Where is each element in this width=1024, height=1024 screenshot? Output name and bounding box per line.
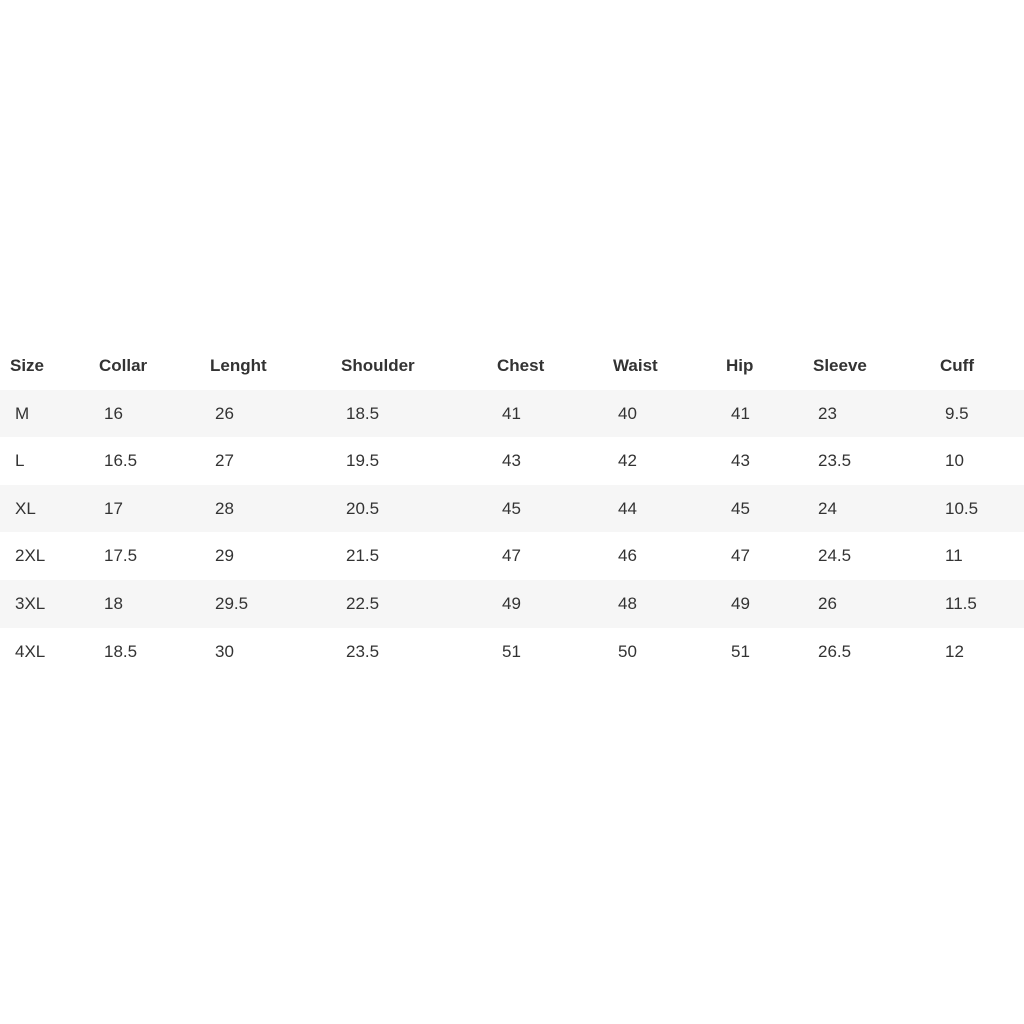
table-row: 4XL 18.5 30 23.5 51 50 51 26.5 12 bbox=[0, 628, 1024, 676]
cell-sleeve: 24.5 bbox=[818, 546, 852, 566]
cell-waist: 46 bbox=[618, 546, 637, 566]
table-header: Size Collar Lenght Shoulder Chest Waist Hip Sle… bbox=[0, 342, 1024, 390]
cell-cuff: 11 bbox=[945, 546, 963, 566]
cell-shoulder: 18.5 bbox=[346, 403, 380, 423]
cell-hip: 51 bbox=[731, 641, 750, 661]
cell-size: 4XL bbox=[15, 641, 46, 661]
header-chest: Chest bbox=[497, 356, 545, 375]
cell-shoulder: 23.5 bbox=[346, 641, 380, 661]
cell-chest: 49 bbox=[502, 593, 521, 613]
cell-hip: 43 bbox=[731, 451, 750, 471]
cell-cuff: 12 bbox=[945, 641, 964, 661]
cell-collar: 17.5 bbox=[104, 546, 138, 566]
header-size: Size bbox=[10, 356, 45, 375]
cell-chest: 51 bbox=[502, 641, 521, 661]
cell-sleeve: 26.5 bbox=[818, 641, 852, 661]
cell-cuff: 11.5 bbox=[945, 593, 977, 613]
cell-collar: 18.5 bbox=[104, 641, 138, 661]
cell-sleeve: 23 bbox=[818, 403, 837, 423]
table-row: M 16 26 18.5 41 40 41 23 9.5 bbox=[0, 389, 1024, 438]
table-row: 3XL 18 29.5 22.5 49 48 49 26 11.5 bbox=[0, 579, 1024, 628]
header-hip: Hip bbox=[726, 356, 754, 375]
cell-sleeve: 26 bbox=[818, 593, 837, 613]
table-row: L 16.5 27 19.5 43 42 43 23.5 10 bbox=[0, 437, 1024, 485]
cell-waist: 40 bbox=[618, 403, 637, 423]
header-lenght: Lenght bbox=[210, 356, 267, 375]
cell-cuff: 10.5 bbox=[945, 498, 979, 518]
cell-size: M bbox=[15, 403, 30, 423]
cell-chest: 45 bbox=[502, 498, 521, 518]
cell-shoulder: 22.5 bbox=[346, 593, 380, 613]
size-chart-table: Size Collar Lenght Shoulder Chest Waist Hip Sle… bbox=[0, 342, 1024, 675]
cell-sleeve: 23.5 bbox=[818, 451, 852, 471]
cell-size: 2XL bbox=[15, 546, 46, 566]
cell-chest: 41 bbox=[502, 403, 521, 423]
cell-waist: 50 bbox=[618, 641, 637, 661]
header-sleeve: Sleeve bbox=[813, 356, 867, 375]
cell-hip: 49 bbox=[731, 593, 750, 613]
header-shoulder: Shoulder bbox=[341, 356, 415, 375]
cell-waist: 48 bbox=[618, 593, 637, 613]
cell-size: 3XL bbox=[15, 593, 46, 613]
cell-lenght: 27 bbox=[215, 451, 234, 471]
cell-collar: 16 bbox=[104, 403, 123, 423]
cell-cuff: 9.5 bbox=[945, 403, 969, 423]
cell-collar: 18 bbox=[104, 593, 123, 613]
cell-waist: 42 bbox=[618, 451, 637, 471]
header-collar: Collar bbox=[99, 356, 148, 375]
cell-hip: 47 bbox=[731, 546, 750, 566]
cell-hip: 41 bbox=[731, 403, 750, 423]
cell-lenght: 29 bbox=[215, 546, 234, 566]
cell-lenght: 30 bbox=[215, 641, 234, 661]
table-row: XL 17 28 20.5 45 44 45 24 10.5 bbox=[0, 484, 1024, 533]
header-cuff: Cuff bbox=[940, 356, 974, 375]
cell-collar: 16.5 bbox=[104, 451, 138, 471]
cell-lenght: 26 bbox=[215, 403, 234, 423]
header-waist: Waist bbox=[613, 356, 658, 375]
cell-shoulder: 20.5 bbox=[346, 498, 380, 518]
cell-chest: 43 bbox=[502, 451, 521, 471]
cell-lenght: 29.5 bbox=[215, 593, 249, 613]
cell-collar: 17 bbox=[104, 498, 123, 518]
cell-lenght: 28 bbox=[215, 498, 234, 518]
cell-sleeve: 24 bbox=[818, 498, 837, 518]
cell-cuff: 10 bbox=[945, 451, 964, 471]
cell-size: L bbox=[15, 451, 25, 471]
cell-chest: 47 bbox=[502, 546, 521, 566]
table-row: 2XL 17.5 29 21.5 47 46 47 24.5 11 bbox=[0, 532, 1024, 580]
cell-size: XL bbox=[15, 498, 36, 518]
cell-shoulder: 21.5 bbox=[346, 546, 380, 566]
cell-shoulder: 19.5 bbox=[346, 451, 380, 471]
cell-waist: 44 bbox=[618, 498, 637, 518]
cell-hip: 45 bbox=[731, 498, 750, 518]
